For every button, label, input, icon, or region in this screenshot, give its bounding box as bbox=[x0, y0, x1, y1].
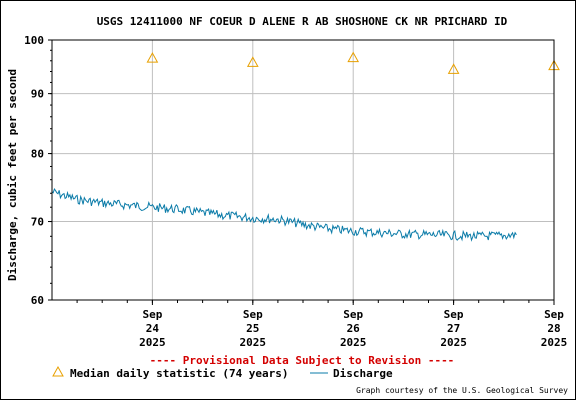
legend: Median daily statistic (74 years) Discha… bbox=[52, 365, 393, 380]
y-tick-label: 100 bbox=[24, 34, 44, 47]
x-tick-year: 2025 bbox=[139, 336, 166, 349]
y-tick-label: 80 bbox=[31, 148, 44, 161]
series-layer bbox=[51, 51, 560, 242]
x-tick-month: Sep bbox=[142, 308, 162, 321]
legend-median-triangle bbox=[52, 365, 64, 377]
y-axis-label: Discharge, cubic feet per second bbox=[6, 69, 19, 281]
y-tick-label: 60 bbox=[31, 294, 44, 307]
x-tick-year: 2025 bbox=[240, 336, 267, 349]
x-tick-day: 28 bbox=[547, 322, 560, 335]
x-tick-year: 2025 bbox=[440, 336, 467, 349]
x-tick-month: Sep bbox=[544, 308, 564, 321]
legend-median-label: Median daily statistic (74 years) bbox=[70, 367, 289, 380]
median-marker bbox=[447, 63, 460, 74]
x-tick-month: Sep bbox=[343, 308, 363, 321]
x-tick-day: 27 bbox=[447, 322, 460, 335]
x-tick-year: 2025 bbox=[541, 336, 568, 349]
x-tick-year: 2025 bbox=[340, 336, 367, 349]
provisional-note: ---- Provisional Data Subject to Revisio… bbox=[150, 354, 455, 367]
x-tick-month: Sep bbox=[444, 308, 464, 321]
legend-discharge-label: Discharge bbox=[333, 367, 393, 380]
discharge-line bbox=[51, 188, 517, 242]
tick-marks bbox=[48, 39, 555, 305]
tick-labels: 60708090100Sep242025Sep252025Sep262025Se… bbox=[24, 34, 567, 349]
credit-text: Graph courtesy of the U.S. Geological Su… bbox=[356, 386, 568, 395]
x-tick-day: 25 bbox=[246, 322, 259, 335]
median-marker bbox=[347, 51, 360, 63]
y-tick-label: 90 bbox=[31, 88, 44, 101]
x-tick-day: 26 bbox=[347, 322, 361, 335]
chart-title: USGS 12411000 NF COEUR D ALENE R AB SHOS… bbox=[97, 15, 508, 28]
x-tick-month: Sep bbox=[243, 308, 263, 321]
y-tick-label: 70 bbox=[31, 216, 44, 229]
median-marker bbox=[246, 56, 259, 67]
grid bbox=[52, 39, 555, 301]
plot-border bbox=[51, 39, 555, 301]
median-marker bbox=[146, 52, 159, 63]
x-tick-day: 24 bbox=[146, 322, 160, 335]
